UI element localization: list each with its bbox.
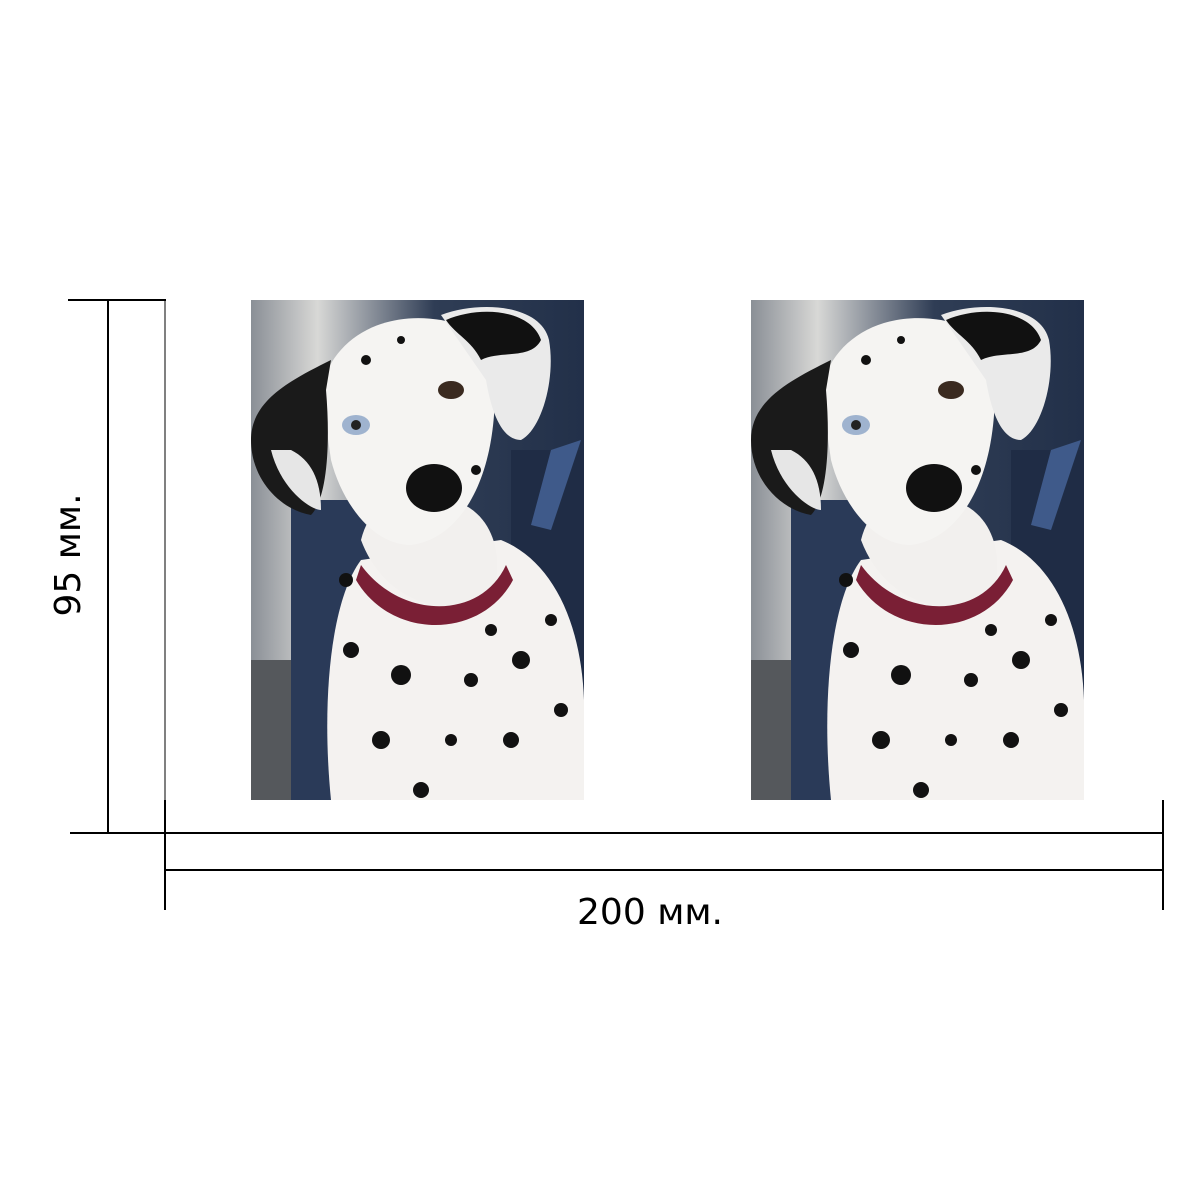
- width-dimension: 200 мм.: [164, 800, 1164, 933]
- product-photo: [251, 300, 584, 800]
- height-dimension: 95 мм.: [48, 299, 166, 834]
- height-label: 95 мм.: [48, 493, 89, 616]
- product-photo: [751, 300, 1084, 800]
- width-label: 200 мм.: [577, 892, 723, 933]
